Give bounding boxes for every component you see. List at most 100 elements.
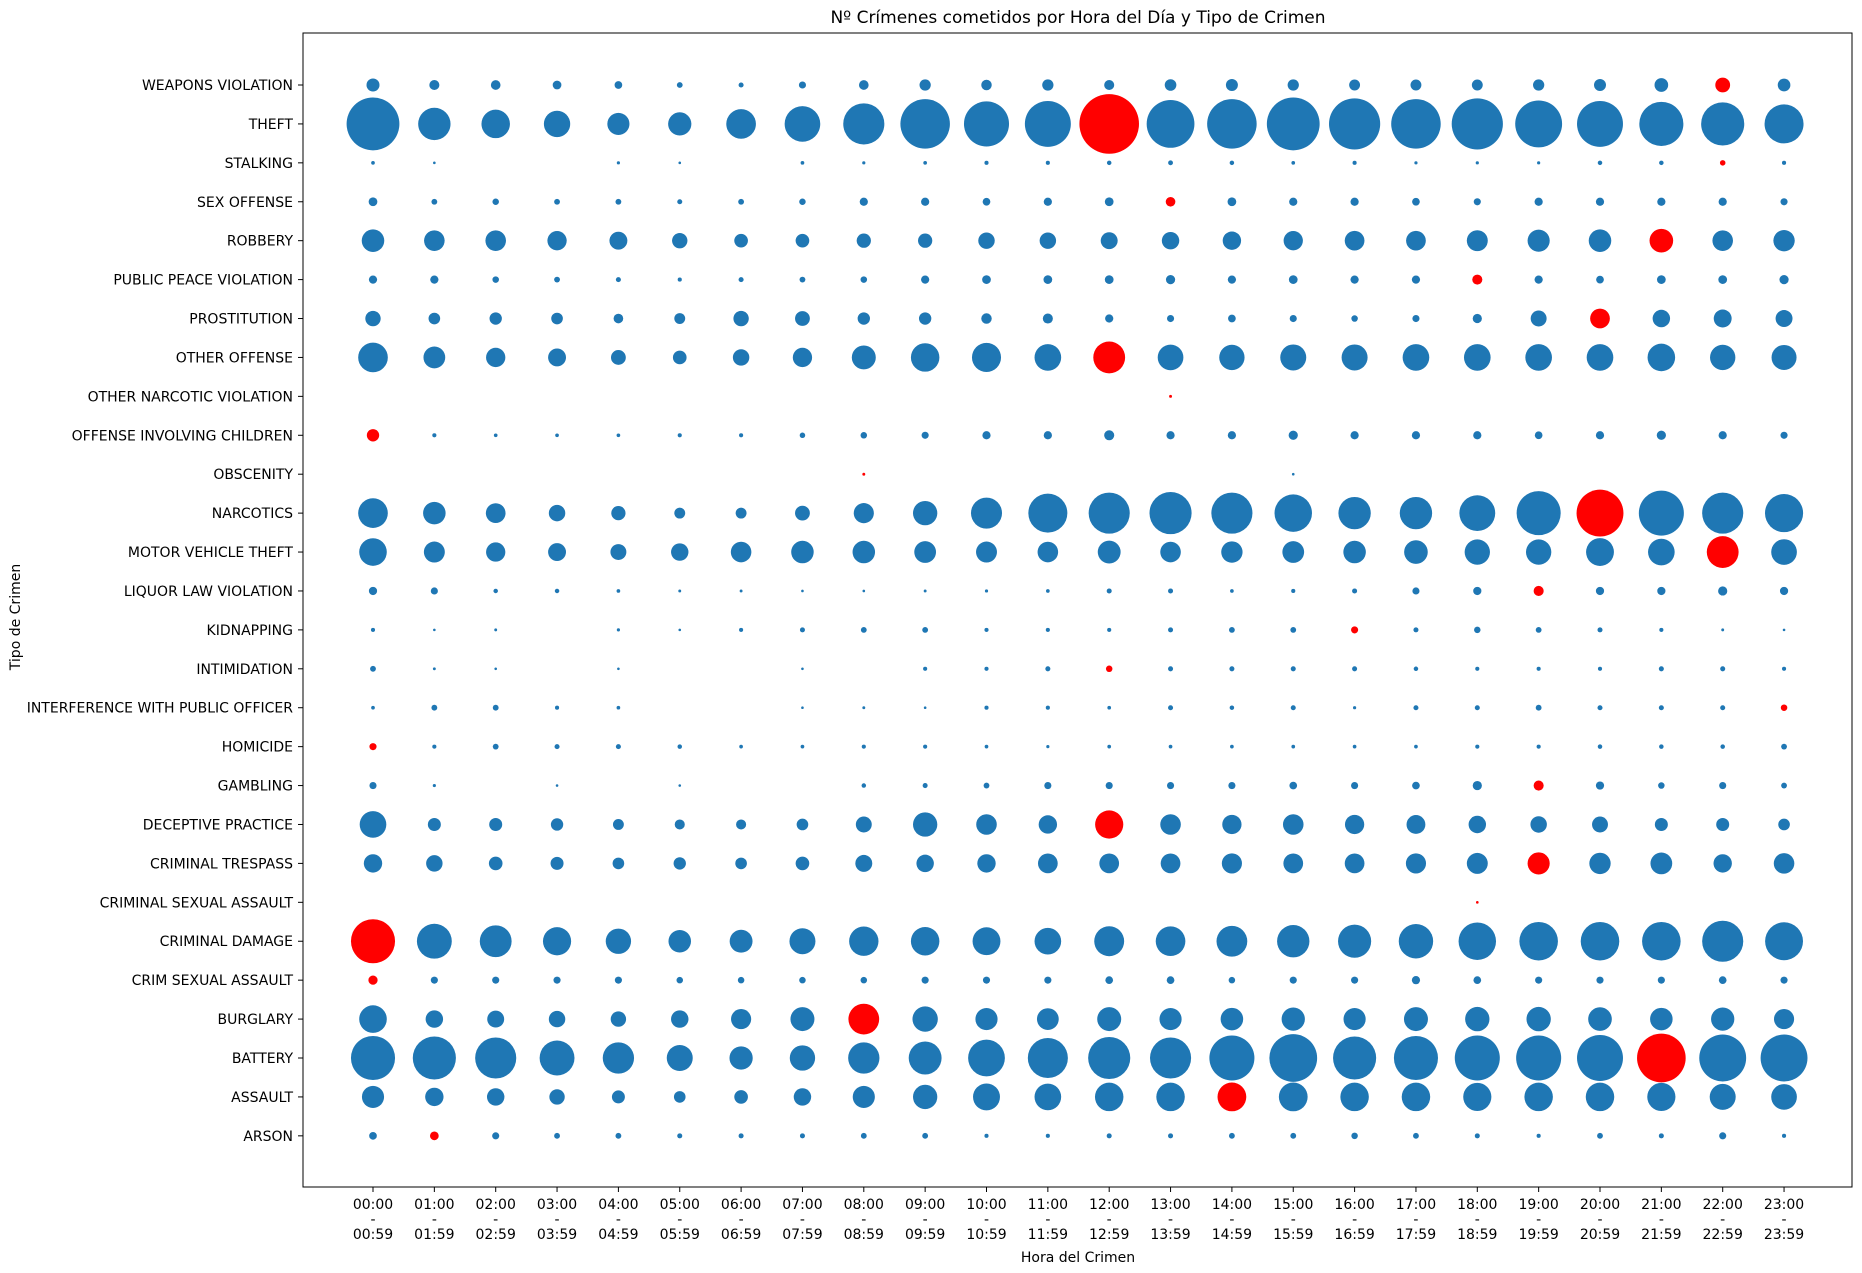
bubble-arson-1700	[1413, 1132, 1419, 1139]
bubble-crim-sexual-assault-0300	[553, 976, 561, 984]
bubble-arson-0200	[492, 1132, 500, 1140]
bubble-intimidation-1700	[1413, 666, 1419, 672]
bubble-sex-offense-0100	[431, 198, 438, 205]
bubble-prostitution-1800	[1472, 313, 1482, 324]
bubble-narcotics-2100	[1638, 490, 1684, 536]
bubble-kidnapping-2100	[1659, 627, 1664, 632]
bubble-liquor-law-violation-0500	[678, 589, 682, 593]
x-tick-label-0500: 05:00 -05:59	[660, 1197, 700, 1243]
bubble-theft-1100	[1024, 100, 1071, 147]
bubble-stalking-1200	[1106, 160, 1112, 166]
bubble-criminal-trespass-1900	[1527, 852, 1550, 875]
bubble-other-offense-2100	[1647, 343, 1676, 372]
bubble-offense-involving-children-2200	[1718, 431, 1727, 440]
bubble-battery-2100	[1637, 1033, 1686, 1083]
x-tick-label-0700: 07:00 -07:59	[782, 1197, 822, 1243]
bubble-interference-with-public-officer-0300	[554, 705, 560, 710]
bubble-prostitution-1600	[1351, 315, 1358, 322]
y-tick-label-obscenity: OBSCENITY	[213, 467, 293, 483]
bubble-stalking-1700	[1414, 161, 1418, 165]
bubble-criminal-damage-1400	[1216, 925, 1248, 957]
bubble-crim-sexual-assault-2000	[1596, 976, 1604, 984]
bubble-deceptive-practice-1200	[1095, 810, 1124, 839]
bubble-public-peace-violation-1500	[1288, 275, 1298, 284]
bubble-criminal-sexual-assault-1800	[1476, 901, 1479, 904]
bubble-other-offense-0600	[732, 349, 750, 366]
bubble-liquor-law-violation-2200	[1718, 586, 1728, 596]
bubble-assault-0900	[912, 1084, 938, 1110]
bubble-liquor-law-violation-0400	[616, 589, 621, 593]
bubble-sex-offense-1400	[1227, 197, 1237, 207]
bubble-criminal-trespass-2100	[1650, 852, 1673, 875]
bubble-sex-offense-0500	[677, 199, 683, 205]
bubble-stalking-0700	[800, 161, 805, 165]
bubble-deceptive-practice-0700	[796, 818, 809, 831]
bubble-stalking-0100	[433, 161, 436, 165]
bubble-narcotics-0000	[358, 498, 388, 528]
bubble-weapons-violation-1700	[1410, 79, 1422, 91]
bubble-kidnapping-0100	[433, 628, 436, 632]
y-tick-label-stalking: STALKING	[225, 156, 293, 172]
bubble-deceptive-practice-0000	[359, 811, 387, 838]
y-tick-label-interference-with-public-officer: INTERFERENCE WITH PUBLIC OFFICER	[27, 701, 294, 717]
bubble-deceptive-practice-0100	[427, 817, 441, 831]
bubble-other-offense-1800	[1463, 344, 1491, 371]
bubble-interference-with-public-officer-1300	[1168, 705, 1174, 711]
bubble-homicide-1700	[1414, 744, 1418, 749]
bubble-sex-offense-1500	[1289, 197, 1298, 206]
bubble-assault-2000	[1585, 1082, 1615, 1112]
bubble-burglary-1300	[1159, 1008, 1182, 1031]
bubble-weapons-violation-0600	[738, 82, 744, 88]
bubble-burglary-0900	[912, 1006, 938, 1032]
bubble-arson-0100	[429, 1131, 439, 1141]
bubble-kidnapping-0000	[370, 627, 376, 632]
y-tick-label-burglary: BURGLARY	[217, 1012, 293, 1028]
bubble-robbery-0500	[672, 232, 688, 249]
bubble-criminal-trespass-1600	[1344, 853, 1365, 874]
bubble-crim-sexual-assault-1000	[982, 976, 991, 984]
bubble-assault-0000	[361, 1085, 385, 1108]
bubble-battery-0500	[666, 1045, 693, 1071]
bubble-robbery-0100	[424, 230, 445, 251]
bubble-theft-0900	[900, 99, 950, 149]
bubble-arson-2000	[1597, 1132, 1603, 1139]
bubble-interference-with-public-officer-1000	[984, 705, 989, 710]
bubble-liquor-law-violation-1200	[1106, 588, 1112, 594]
bubble-intimidation-0100	[432, 667, 436, 671]
bubble-crim-sexual-assault-0500	[676, 976, 683, 984]
bubble-motor-vehicle-theft-1700	[1404, 540, 1428, 564]
bubble-intimidation-0400	[617, 667, 620, 671]
bubble-burglary-0300	[548, 1010, 566, 1028]
bubble-motor-vehicle-theft-1400	[1221, 541, 1243, 563]
bubble-homicide-1100	[1046, 745, 1050, 749]
bubble-narcotics-0400	[611, 506, 626, 521]
bubble-assault-2100	[1647, 1082, 1676, 1112]
bubble-theft-1600	[1329, 98, 1381, 150]
bubble-arson-1800	[1474, 1133, 1480, 1139]
bubble-battery-0100	[412, 1036, 456, 1080]
bubble-assault-0300	[549, 1089, 565, 1105]
bubble-sex-offense-0000	[368, 197, 378, 207]
bubble-homicide-2300	[1781, 743, 1787, 750]
bubble-theft-1500	[1266, 97, 1320, 151]
bubble-criminal-damage-2000	[1580, 921, 1620, 961]
bubble-sex-offense-2000	[1595, 197, 1605, 206]
bubble-robbery-1700	[1406, 230, 1426, 251]
bubble-burglary-1800	[1465, 1006, 1490, 1032]
bubble-assault-1100	[1034, 1083, 1062, 1111]
bubble-weapons-violation-1600	[1349, 79, 1361, 91]
bubble-interference-with-public-officer-2000	[1597, 705, 1603, 711]
bubble-kidnapping-1300	[1168, 627, 1174, 633]
bubble-homicide-1400	[1230, 744, 1234, 749]
bubble-criminal-trespass-1300	[1160, 853, 1181, 874]
bubble-deceptive-practice-2300	[1778, 818, 1790, 831]
bubble-intimidation-1000	[984, 666, 989, 671]
bubble-criminal-trespass-0100	[426, 855, 443, 872]
bubble-robbery-1500	[1283, 231, 1303, 251]
bubble-offense-involving-children-1500	[1288, 430, 1298, 440]
bubble-arson-0900	[922, 1132, 929, 1139]
bubble-gambling-1300	[1166, 782, 1175, 790]
bubble-offense-involving-children-1700	[1411, 431, 1421, 440]
bubble-burglary-1400	[1220, 1007, 1244, 1031]
bubble-narcotics-0800	[853, 503, 874, 524]
